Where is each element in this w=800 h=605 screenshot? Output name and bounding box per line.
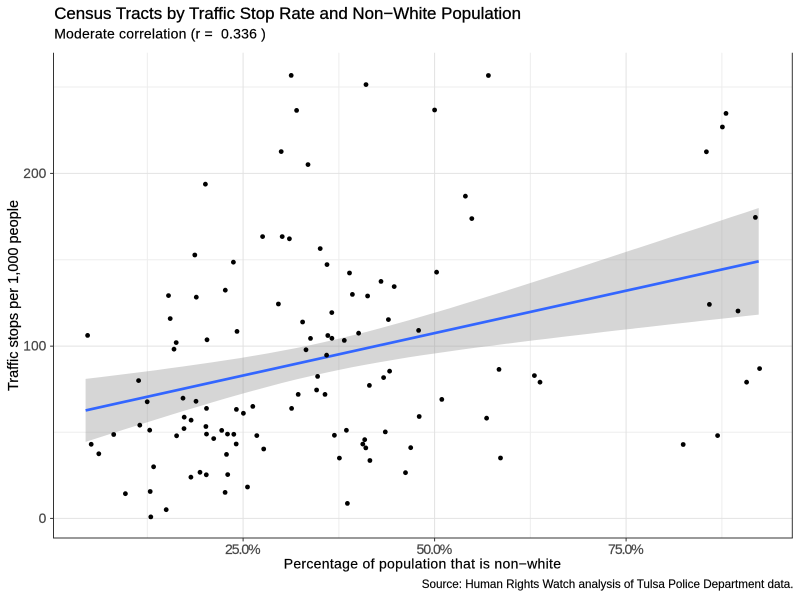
- svg-text:25.0%: 25.0%: [225, 541, 260, 557]
- svg-text:Source: Human Rights Watch ana: Source: Human Rights Watch analysis of T…: [422, 578, 794, 591]
- svg-text:Moderate correlation (r = 0.3: Moderate correlation (r = 0.336 ): [54, 26, 266, 42]
- svg-text:Traffic stops per 1,000 people: Traffic stops per 1,000 people: [6, 200, 22, 391]
- svg-text:Percentage of population that: Percentage of population that is non−whi…: [284, 556, 562, 572]
- svg-text:75.0%: 75.0%: [608, 541, 643, 557]
- svg-text:50.0%: 50.0%: [417, 541, 452, 557]
- svg-text:Census Tracts by Traffic Stop: Census Tracts by Traffic Stop Rate and N…: [54, 4, 521, 23]
- svg-text:100: 100: [23, 339, 46, 354]
- svg-text:0: 0: [39, 511, 47, 526]
- svg-text:200: 200: [23, 166, 46, 181]
